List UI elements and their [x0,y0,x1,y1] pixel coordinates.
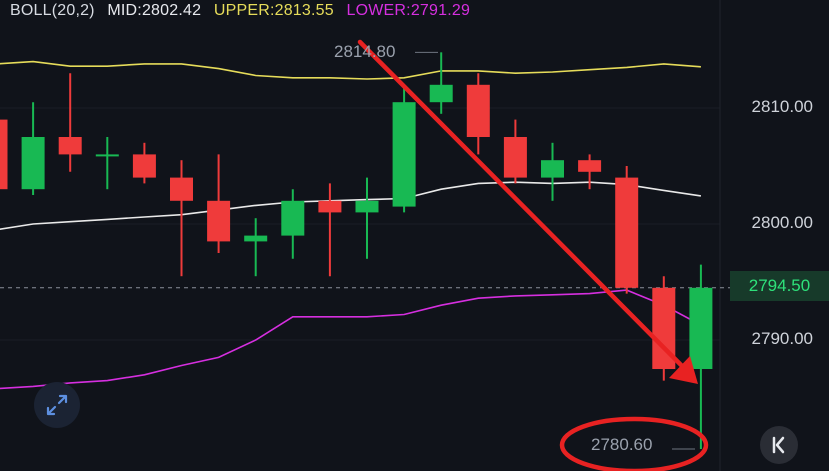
expand-icon [46,394,68,416]
candle [132,142,156,184]
candle [170,160,193,277]
candle-body [466,84,490,137]
price-axis-label: 2790.00 [751,329,813,348]
lower-band-line [0,289,702,390]
candle [355,177,379,259]
candle-body [578,160,602,172]
candle [615,166,639,294]
candle-body [318,200,342,213]
price-axis-label: 2810.00 [751,97,813,116]
low-price-label: 2780.60 [591,435,653,454]
legend-lower: LOWER:2791.29 [346,2,471,19]
expand-button[interactable] [34,382,80,428]
candle-body [652,287,676,369]
candle [689,264,713,450]
candle [429,52,453,114]
candle [578,154,602,190]
candle-body [0,119,8,190]
candle [392,84,416,213]
candle-body [281,200,305,236]
candle-body [207,200,231,242]
candle-body [132,154,156,178]
candle [503,119,527,184]
candle-body [689,287,713,369]
candle-body [503,137,527,178]
candle-body [392,102,416,207]
low-highlight-circle [559,416,709,471]
candle-body [429,84,453,103]
candle [0,119,8,190]
scroll-to-start-button[interactable] [760,426,798,464]
candle [466,73,490,155]
candle-body [541,160,564,178]
candle-body [21,137,45,190]
candle [95,137,119,190]
candle-body [355,200,379,213]
candle [207,154,231,253]
chevron-left-end-icon [772,436,785,454]
candle-body [615,177,639,288]
candle [652,276,676,381]
trend-arrow-line [357,39,689,373]
current-price-tag: 2794.50 [730,271,829,301]
high-price-label: 2814.80 [334,42,396,61]
candle [281,189,305,259]
candle [21,102,45,195]
legend-mid: MID:2802.42 [107,2,202,19]
price-axis-label: 2800.00 [751,213,813,232]
upper-band-line [0,60,701,80]
trend-arrow-head [669,356,698,384]
mid-band-line [0,181,702,231]
candle [58,73,82,172]
candle-body [170,177,193,201]
candle [318,183,342,277]
candle-body [244,235,268,242]
candle-body [95,154,119,157]
boll-legend: BOLL(20,2) MID:2802.42 UPPER:2813.55 LOW… [10,2,478,20]
candle [541,142,564,201]
legend-name: BOLL(20,2) [10,2,95,19]
candle-body [58,137,82,155]
legend-upper: UPPER:2813.55 [213,2,334,19]
candle [244,218,268,277]
